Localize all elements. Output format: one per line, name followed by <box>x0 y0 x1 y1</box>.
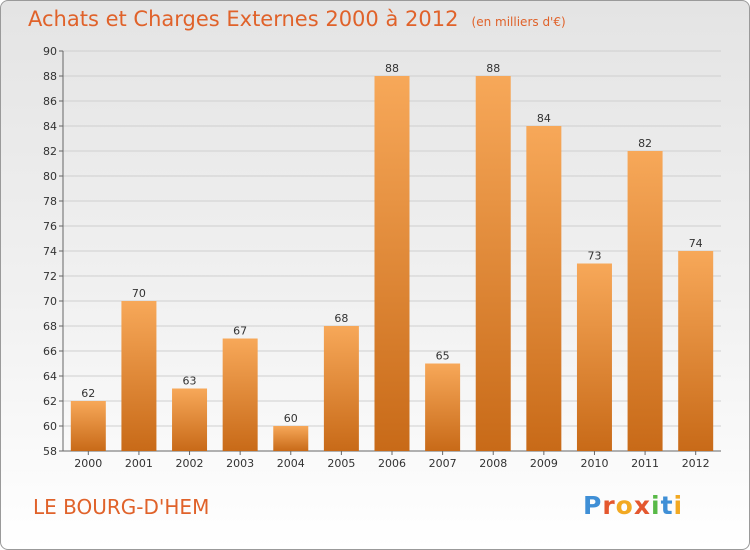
bar-2004 <box>273 426 309 451</box>
y-tick-label: 76 <box>43 220 57 233</box>
bar-2012 <box>678 251 714 451</box>
y-tick-label: 70 <box>43 295 57 308</box>
y-tick-label: 78 <box>43 195 57 208</box>
y-tick-label: 84 <box>43 120 57 133</box>
x-tick-label: 2009 <box>530 457 558 470</box>
y-tick-label: 72 <box>43 270 57 283</box>
bar-2008 <box>475 76 511 451</box>
bar-value-label: 73 <box>587 250 601 263</box>
bar-2001 <box>121 301 157 451</box>
bar-value-label: 68 <box>334 312 348 325</box>
bar-value-label: 88 <box>385 62 399 75</box>
town-name: LE BOURG-D'HEM <box>33 495 210 519</box>
chart-subtitle: (en milliers d'€) <box>471 15 566 29</box>
bar-2003 <box>222 338 258 451</box>
x-tick-label: 2006 <box>378 457 406 470</box>
y-tick-label: 62 <box>43 395 57 408</box>
x-tick-label: 2012 <box>682 457 710 470</box>
chart-title-block: Achats et Charges Externes 2000 à 2012 (… <box>28 7 566 31</box>
x-tick-label: 2000 <box>74 457 102 470</box>
bar-value-label: 70 <box>132 287 146 300</box>
bar-2006 <box>374 76 410 451</box>
x-tick-label: 2004 <box>277 457 305 470</box>
y-tick-label: 74 <box>43 245 57 258</box>
x-tick-label: 2011 <box>631 457 659 470</box>
bar-2000 <box>70 401 106 451</box>
x-tick-label: 2002 <box>176 457 204 470</box>
x-tick-label: 2001 <box>125 457 153 470</box>
y-tick-label: 60 <box>43 420 57 433</box>
proxiti-logo: Proxiti <box>583 491 684 520</box>
y-tick-label: 82 <box>43 145 57 158</box>
x-tick-label: 2003 <box>226 457 254 470</box>
bar-2007 <box>425 363 461 451</box>
y-tick-label: 88 <box>43 70 57 83</box>
bar-value-label: 74 <box>689 237 703 250</box>
bar-2009 <box>526 126 562 451</box>
bar-2010 <box>576 263 612 451</box>
bar-value-label: 63 <box>183 375 197 388</box>
bar-2005 <box>323 326 359 451</box>
y-tick-label: 68 <box>43 320 57 333</box>
x-tick-label: 2010 <box>580 457 608 470</box>
bar-value-label: 62 <box>81 387 95 400</box>
bar-value-label: 65 <box>436 350 450 363</box>
y-tick-label: 90 <box>43 45 57 58</box>
bar-value-label: 67 <box>233 325 247 338</box>
x-tick-label: 2007 <box>429 457 457 470</box>
bar-value-label: 60 <box>284 412 298 425</box>
chart-title: Achats et Charges Externes 2000 à 2012 <box>28 7 459 31</box>
bar-2011 <box>627 151 663 451</box>
x-tick-label: 2005 <box>327 457 355 470</box>
x-tick-label: 2008 <box>479 457 507 470</box>
y-tick-label: 58 <box>43 445 57 458</box>
y-tick-label: 66 <box>43 345 57 358</box>
y-tick-label: 86 <box>43 95 57 108</box>
bar-value-label: 88 <box>486 62 500 75</box>
bar-2002 <box>172 388 208 451</box>
y-tick-label: 80 <box>43 170 57 183</box>
y-tick-label: 64 <box>43 370 57 383</box>
bar-value-label: 84 <box>537 112 551 125</box>
bar-value-label: 82 <box>638 137 652 150</box>
